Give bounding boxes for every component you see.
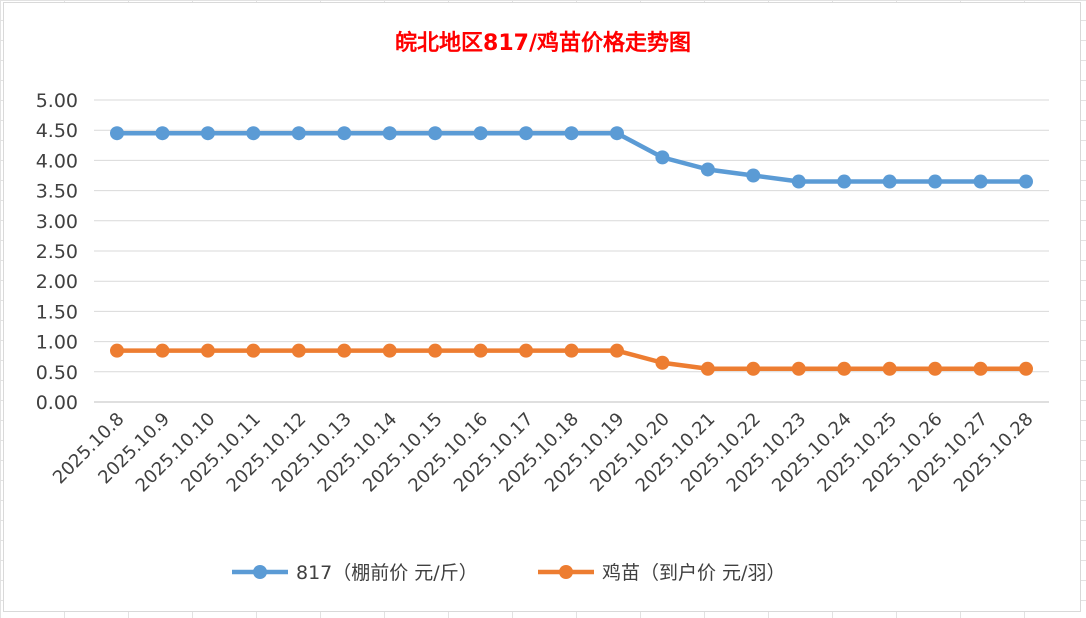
data-point[interactable] [609, 343, 624, 358]
legend-swatch-marker [253, 565, 267, 579]
data-point[interactable] [564, 126, 579, 141]
data-point[interactable] [246, 343, 261, 358]
data-point[interactable] [1019, 361, 1033, 376]
data-point[interactable] [200, 126, 215, 141]
y-axis-ticks: 0.00 0.50 1.00 1.50 2.00 2.50 3.00 3.50 4.00 4.50… [36, 90, 78, 414]
data-point[interactable] [382, 126, 397, 141]
legend-item[interactable]: 鸡苗（到户价 元/羽） [538, 562, 785, 584]
data-point[interactable] [746, 168, 761, 183]
y-tick-label: 5.00 [36, 90, 78, 112]
y-tick-label: 3.00 [36, 211, 78, 233]
y-tick-label: 2.00 [36, 271, 78, 293]
legend-label: 817（棚前价 元/斤） [296, 562, 478, 584]
data-point[interactable] [564, 343, 579, 358]
legend-item[interactable]: 817（棚前价 元/斤） [232, 562, 478, 584]
x-axis-ticks: 2025.10.82025.10.92025.10.102025.10.1120… [49, 409, 1038, 497]
data-point[interactable] [291, 126, 306, 141]
data-point[interactable] [473, 343, 488, 358]
y-tick-label: 3.50 [36, 181, 78, 203]
data-point[interactable] [428, 126, 443, 141]
gridlines [94, 99, 1049, 403]
data-point[interactable] [882, 174, 897, 189]
series-1 [110, 126, 1033, 189]
y-tick-label: 4.50 [36, 120, 78, 142]
data-point[interactable] [655, 150, 670, 165]
data-point[interactable] [700, 361, 715, 376]
data-point[interactable] [246, 126, 261, 141]
data-point[interactable] [655, 355, 670, 370]
data-point[interactable] [791, 361, 806, 376]
y-tick-label: 0.00 [36, 392, 78, 414]
data-point[interactable] [882, 361, 897, 376]
legend-swatch-marker [559, 565, 573, 579]
data-point[interactable] [110, 343, 124, 358]
legend-label: 鸡苗（到户价 元/羽） [602, 562, 785, 584]
data-point[interactable] [837, 361, 852, 376]
data-point[interactable] [473, 126, 488, 141]
data-point[interactable] [337, 126, 352, 141]
legend: 817（棚前价 元/斤） 鸡苗（到户价 元/羽） [232, 562, 785, 584]
data-point[interactable] [519, 343, 534, 358]
data-point[interactable] [746, 361, 761, 376]
data-point[interactable] [928, 361, 943, 376]
data-point[interactable] [973, 174, 988, 189]
y-tick-label: 0.50 [36, 362, 78, 384]
series [110, 126, 1033, 376]
y-tick-label: 1.00 [36, 332, 78, 354]
data-point[interactable] [155, 126, 170, 141]
data-point[interactable] [155, 343, 170, 358]
data-point[interactable] [200, 343, 215, 358]
series-2 [110, 343, 1033, 376]
data-point[interactable] [700, 162, 715, 177]
data-point[interactable] [382, 343, 397, 358]
data-point[interactable] [609, 126, 624, 141]
data-point[interactable] [928, 174, 943, 189]
chart-area[interactable] [3, 2, 1081, 612]
data-point[interactable] [1019, 174, 1033, 189]
data-point[interactable] [337, 343, 352, 358]
series-line [114, 130, 1029, 184]
data-point[interactable] [110, 126, 124, 141]
data-point[interactable] [791, 174, 806, 189]
data-point[interactable] [428, 343, 443, 358]
data-point[interactable] [519, 126, 534, 141]
y-tick-label: 2.50 [36, 241, 78, 263]
chart-title: 皖北地区817/鸡苗价格走势图 [395, 30, 691, 56]
data-point[interactable] [291, 343, 306, 358]
data-point[interactable] [973, 361, 988, 376]
y-tick-label: 4.00 [36, 150, 78, 172]
data-point[interactable] [837, 174, 852, 189]
y-tick-label: 1.50 [36, 301, 78, 323]
